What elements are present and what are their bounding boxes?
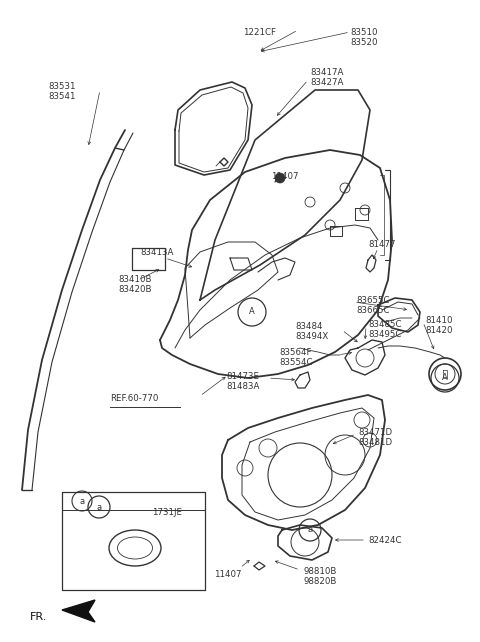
Text: 98810B
98820B: 98810B 98820B bbox=[303, 567, 336, 586]
Text: 83564F
83554C: 83564F 83554C bbox=[279, 348, 312, 367]
Text: 83531
83541: 83531 83541 bbox=[48, 82, 75, 101]
Circle shape bbox=[275, 173, 285, 183]
Text: 83413A: 83413A bbox=[140, 248, 173, 257]
Text: 82424C: 82424C bbox=[368, 536, 401, 545]
Text: FR.: FR. bbox=[30, 612, 48, 622]
Text: 83484
83494X: 83484 83494X bbox=[295, 322, 328, 342]
Text: 81410
81420: 81410 81420 bbox=[425, 316, 453, 335]
Text: 83485C
83495C: 83485C 83495C bbox=[368, 320, 401, 340]
Text: REF.60-770: REF.60-770 bbox=[110, 394, 158, 403]
Text: 1731JE: 1731JE bbox=[152, 508, 182, 517]
Text: 83417A
83427A: 83417A 83427A bbox=[310, 68, 343, 87]
Text: 81473E
81483A: 81473E 81483A bbox=[226, 372, 259, 392]
Text: a: a bbox=[79, 496, 84, 505]
Text: 83410B
83420B: 83410B 83420B bbox=[118, 275, 152, 295]
Text: A: A bbox=[442, 374, 448, 383]
Text: 83471D
83481D: 83471D 83481D bbox=[358, 428, 392, 447]
Text: A: A bbox=[249, 308, 255, 317]
Text: a: a bbox=[307, 526, 312, 535]
Text: 81477: 81477 bbox=[368, 240, 396, 249]
Text: 1221CF: 1221CF bbox=[243, 28, 276, 37]
Text: a: a bbox=[96, 503, 102, 512]
Text: 83510
83520: 83510 83520 bbox=[350, 28, 377, 48]
Text: 11407: 11407 bbox=[271, 172, 299, 181]
Text: 11407: 11407 bbox=[214, 570, 242, 579]
Text: 83655C
83665C: 83655C 83665C bbox=[356, 296, 389, 315]
Polygon shape bbox=[62, 600, 95, 622]
